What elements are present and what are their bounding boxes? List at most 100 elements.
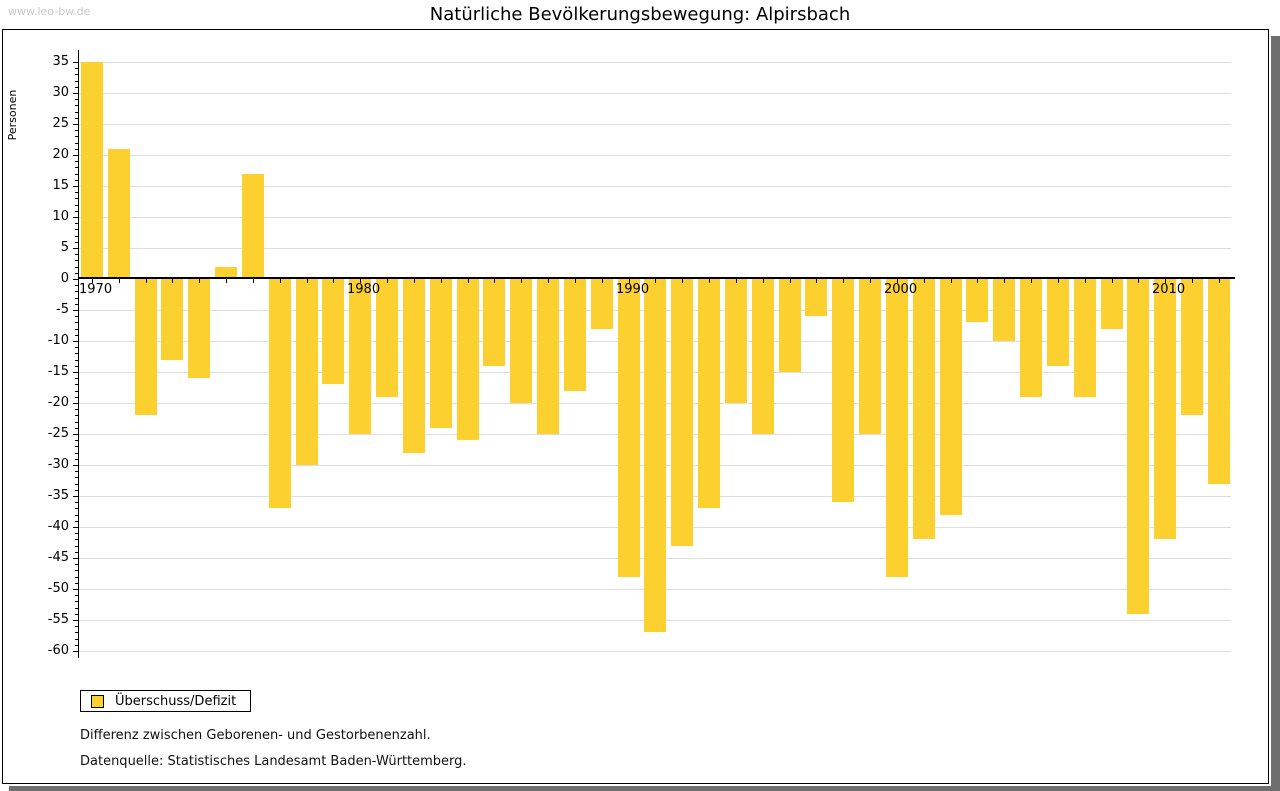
footnote-definition: Differenz zwischen Geborenen- und Gestor… (80, 728, 431, 743)
y-tick-5 (73, 248, 78, 249)
y-tick-15 (73, 186, 78, 187)
bar-2007 (1074, 279, 1096, 397)
y-tick--46 (75, 564, 78, 565)
x-tick-label-2000: 2000 (884, 282, 918, 297)
y-tick-label--60: -60 (47, 643, 69, 658)
y-tick--22 (75, 415, 78, 416)
bar-1972 (135, 279, 157, 415)
x-tick-2002 (951, 279, 952, 283)
bar-1978 (296, 279, 318, 465)
bar-1970 (81, 62, 103, 279)
y-tick--57 (75, 632, 78, 633)
y-tick-8 (75, 229, 78, 230)
y-tick--53 (75, 608, 78, 609)
y-tick--54 (75, 614, 78, 615)
x-tick-2000 (897, 279, 898, 283)
y-tick-21 (75, 149, 78, 150)
legend-swatch (91, 694, 104, 708)
y-tick--24 (75, 428, 78, 429)
x-tick-1980 (360, 279, 361, 283)
bar-2009 (1127, 279, 1149, 614)
bar-2011 (1181, 279, 1203, 415)
y-tick-13 (75, 198, 78, 199)
y-tick--50 (73, 589, 78, 590)
gridline-15 (78, 186, 1231, 187)
y-axis-line (78, 50, 79, 658)
x-tick-2003 (977, 279, 978, 283)
y-tick--42 (75, 539, 78, 540)
bar-2010 (1154, 279, 1176, 539)
y-tick-label--55: -55 (47, 612, 69, 627)
bar-1986 (510, 279, 532, 403)
x-tick-2004 (1004, 279, 1005, 283)
y-tick--55 (73, 620, 78, 621)
page-title: Natürliche Bevölkerungsbewegung: Alpirsb… (429, 4, 851, 25)
x-tick-label-1980: 1980 (347, 282, 381, 297)
y-tick-label-15: 15 (52, 178, 69, 193)
x-tick-1985 (494, 279, 495, 283)
bar-1977 (269, 279, 291, 508)
y-tick-label--35: -35 (47, 488, 69, 503)
y-tick--15 (73, 372, 78, 373)
y-tick--58 (75, 639, 78, 640)
x-tick-1992 (682, 279, 683, 283)
y-tick-label--5: -5 (56, 302, 69, 317)
y-tick-4 (75, 254, 78, 255)
bar-1987 (537, 279, 559, 434)
x-tick-1973 (172, 279, 173, 283)
y-tick-3 (75, 260, 78, 261)
y-tick--21 (75, 409, 78, 410)
y-tick-34 (75, 68, 78, 69)
y-tick--26 (75, 440, 78, 441)
x-tick-1977 (280, 279, 281, 283)
y-tick--28 (75, 453, 78, 454)
bar-1990 (618, 279, 640, 577)
bar-2005 (1020, 279, 1042, 397)
y-tick-16 (75, 180, 78, 181)
y-tick--47 (75, 570, 78, 571)
bar-1975 (215, 267, 237, 279)
y-tick-27 (75, 112, 78, 113)
bar-2001 (913, 279, 935, 539)
y-tick--1 (75, 285, 78, 286)
bar-1993 (698, 279, 720, 508)
y-tick-22 (75, 143, 78, 144)
y-tick-label-35: 35 (52, 54, 69, 69)
y-tick-label-30: 30 (52, 85, 69, 100)
y-tick-7 (75, 236, 78, 237)
bar-1981 (376, 279, 398, 397)
x-tick-1999 (870, 279, 871, 283)
x-tick-1971 (119, 279, 120, 283)
y-tick-11 (75, 211, 78, 212)
y-tick--23 (75, 422, 78, 423)
y-tick--43 (75, 546, 78, 547)
legend-label: Überschuss/Defizit (115, 693, 237, 709)
x-tick-2011 (1192, 279, 1193, 283)
x-tick-1976 (253, 279, 254, 283)
bar-1996 (779, 279, 801, 372)
bar-2004 (993, 279, 1015, 341)
bar-2012 (1208, 279, 1230, 484)
y-tick--41 (75, 533, 78, 534)
y-tick--10 (73, 341, 78, 342)
x-tick-2010 (1165, 279, 1166, 283)
x-tick-1988 (575, 279, 576, 283)
y-tick-label--50: -50 (47, 581, 69, 596)
frame-shadow-right (1271, 36, 1280, 791)
y-tick-30 (73, 93, 78, 94)
y-tick--49 (75, 583, 78, 584)
chart-frame: Personen 35 30 25 20 15 10 5 0 -5 -10 -15 -20 -25 -30… (2, 29, 1269, 784)
bar-1994 (725, 279, 747, 403)
y-tick-label-0: 0 (60, 271, 69, 286)
y-tick--44 (75, 552, 78, 553)
y-tick-12 (75, 205, 78, 206)
x-tick-2001 (924, 279, 925, 283)
y-tick--52 (75, 601, 78, 602)
bar-2000 (886, 279, 908, 577)
x-tick-1995 (763, 279, 764, 283)
y-tick--19 (75, 397, 78, 398)
bar-1989 (591, 279, 613, 329)
x-tick-1994 (736, 279, 737, 283)
y-tick--12 (75, 353, 78, 354)
